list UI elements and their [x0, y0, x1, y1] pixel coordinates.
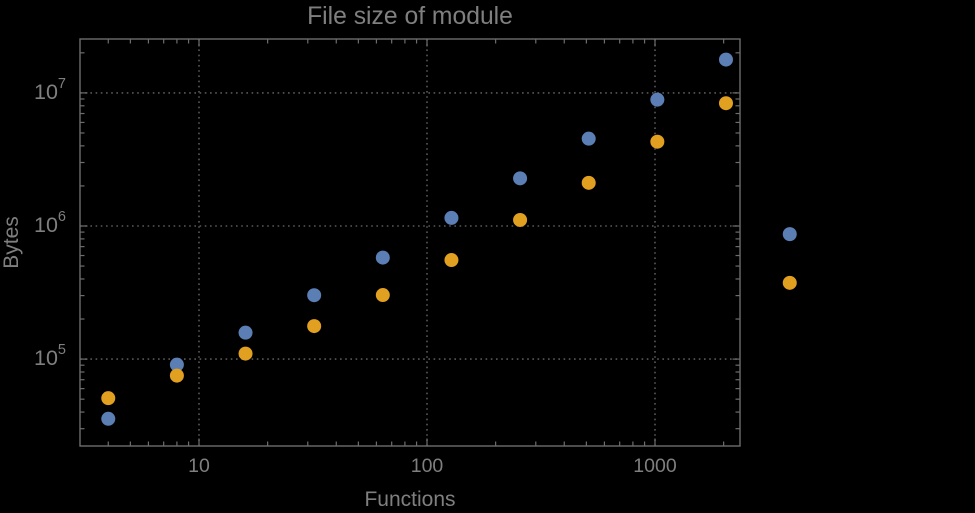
svg-text:Bytes: Bytes	[0, 216, 23, 269]
svg-text:1000: 1000	[633, 455, 677, 477]
svg-text:Functions: Functions	[364, 488, 455, 511]
svg-text:10: 10	[188, 455, 210, 477]
svg-text:100: 100	[411, 455, 444, 477]
svg-text:File size of module: File size of module	[307, 3, 513, 30]
